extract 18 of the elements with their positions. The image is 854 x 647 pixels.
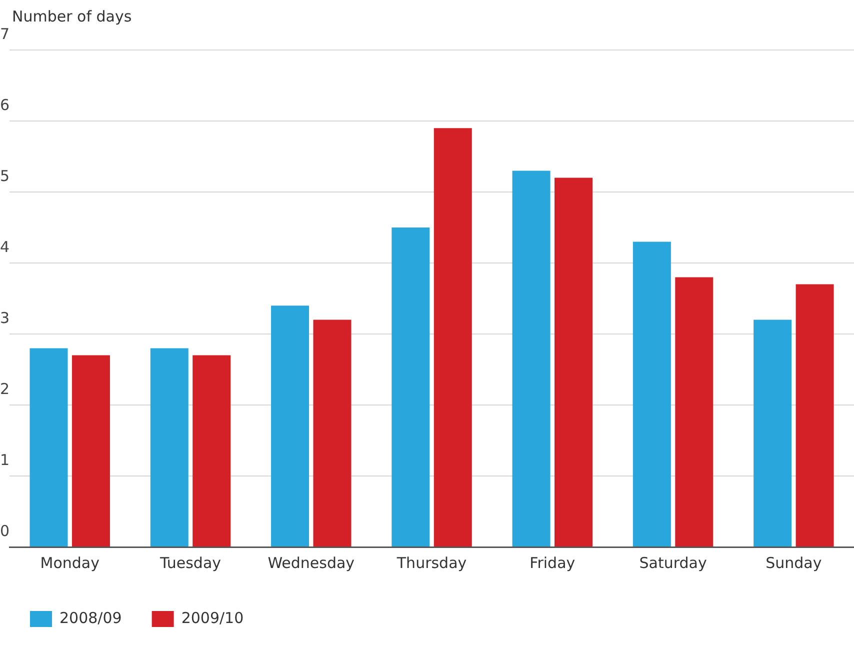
legend-label: 2008/09 xyxy=(60,608,122,627)
y-axis-title: Number of days xyxy=(12,7,132,26)
y-tick-label: 4 xyxy=(0,238,10,256)
x-tick-label: Saturday xyxy=(639,554,707,572)
y-tick-label: 0 xyxy=(0,522,10,540)
y-tick-label: 2 xyxy=(0,380,10,398)
y-tick-label: 7 xyxy=(0,24,10,43)
x-tick-label: Thursday xyxy=(396,554,467,572)
y-tick-label: 3 xyxy=(0,308,10,327)
x-tick-label: Wednesday xyxy=(268,554,355,572)
y-tick-label: 6 xyxy=(0,96,10,114)
x-tick-label: Monday xyxy=(40,554,100,572)
x-tick-label: Friday xyxy=(530,554,576,572)
legend-label: 2009/10 xyxy=(181,608,244,627)
x-tick-label: Tuesday xyxy=(158,554,222,572)
y-tick-label: 5 xyxy=(0,166,10,185)
x-tick-label: Sunday xyxy=(766,554,822,572)
y-tick-label: 1 xyxy=(0,450,10,469)
